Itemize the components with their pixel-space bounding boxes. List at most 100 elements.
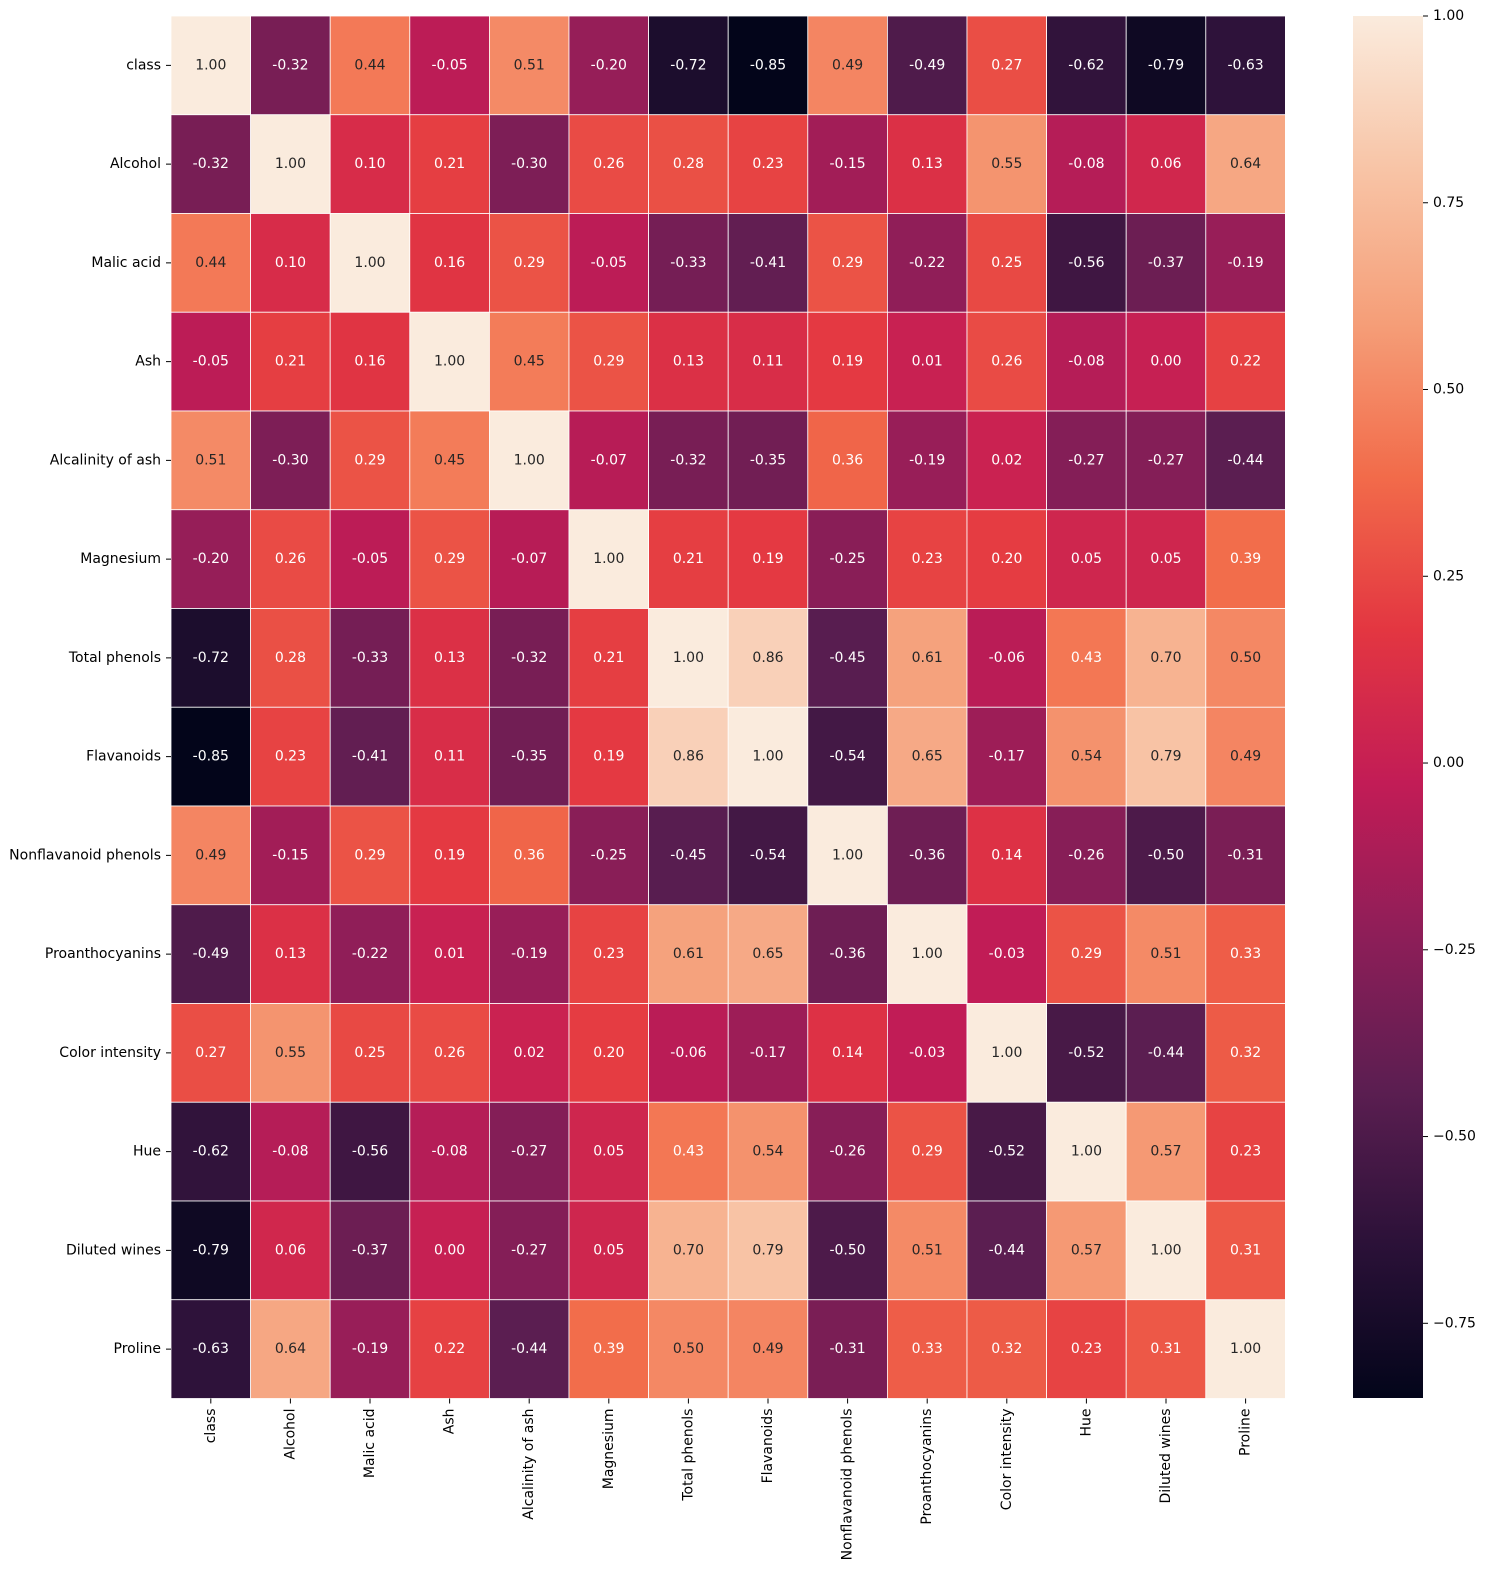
x-axis-ticks: class Alcohol Malic acid Ash Alcalinity of a… <box>203 1398 1254 1561</box>
heatmap-cell <box>727 1101 809 1202</box>
heatmap-cell <box>727 706 809 807</box>
heatmap-cell <box>568 15 649 116</box>
cell-value-label: -0.36 <box>829 946 865 962</box>
cell-value-label: 0.55 <box>991 156 1022 172</box>
x-tick-label: Nonflavanoid phenols <box>840 1409 856 1561</box>
heatmap-cell <box>1205 1299 1286 1399</box>
cell-value-label: 0.22 <box>1230 354 1261 370</box>
heatmap-cell <box>727 213 809 313</box>
cell-value-label: 1.00 <box>434 354 465 370</box>
heatmap-cell <box>648 311 729 412</box>
cell-value-label: -0.72 <box>670 57 706 73</box>
heatmap-cell <box>1205 410 1286 511</box>
heatmap-cell <box>648 1003 729 1103</box>
heatmap-cell <box>329 114 411 214</box>
y-tick-label: Proanthocyanins <box>45 946 161 962</box>
cell-value-label: -0.22 <box>352 946 388 962</box>
cell-value-label: -0.33 <box>670 255 706 271</box>
heatmap-cell <box>807 805 888 906</box>
heatmap-cell <box>1125 1200 1207 1301</box>
cell-value-label: 0.20 <box>991 551 1022 567</box>
heatmap-cell <box>807 114 888 214</box>
heatmap-cell <box>1125 509 1207 609</box>
heatmap-cell <box>1125 410 1207 511</box>
cell-value-label: -0.08 <box>272 1144 308 1160</box>
heatmap-cells <box>170 15 1286 1399</box>
heatmap-cell <box>1205 15 1286 116</box>
cell-value-label: -0.03 <box>989 946 1025 962</box>
cell-value-label: 0.79 <box>1150 749 1181 765</box>
cell-value-label: 0.28 <box>275 650 306 666</box>
cell-value-label: 1.00 <box>1230 1341 1261 1357</box>
heatmap-cell <box>887 1101 968 1202</box>
heatmap-cell <box>170 1299 251 1399</box>
heatmap-cell <box>170 114 251 214</box>
heatmap-cell <box>170 706 251 807</box>
cell-value-label: 1.00 <box>195 57 226 73</box>
cell-value-label: 0.10 <box>354 156 385 172</box>
y-axis-ticks: class Alcohol Malic acid Ash Alcalinity of a… <box>9 57 171 1357</box>
heatmap-cell <box>1046 1299 1127 1399</box>
cell-value-label: 0.23 <box>593 946 624 962</box>
heatmap-cell <box>1205 805 1286 906</box>
heatmap-cell <box>966 410 1047 511</box>
heatmap-cell <box>568 311 649 412</box>
cell-value-label: -0.08 <box>1068 156 1104 172</box>
heatmap-cell <box>250 805 331 906</box>
heatmap-cell <box>887 805 968 906</box>
heatmap-cell <box>648 1299 729 1399</box>
cell-value-label: 0.27 <box>991 57 1022 73</box>
heatmap-cell <box>568 904 649 1004</box>
heatmap-cell <box>1125 608 1207 708</box>
cell-value-label: -0.30 <box>511 156 547 172</box>
heatmap-cell <box>966 311 1047 412</box>
heatmap-cell <box>807 706 888 807</box>
heatmap-cell <box>409 1003 490 1103</box>
heatmap-cell <box>250 1101 331 1202</box>
cell-value-label: 0.64 <box>275 1341 306 1357</box>
cell-value-label: 0.06 <box>275 1242 306 1258</box>
heatmap-cell <box>966 608 1047 708</box>
cell-value-label: 0.00 <box>434 1242 465 1258</box>
x-tick-label: Flavanoids <box>760 1409 776 1484</box>
heatmap-cell <box>648 805 729 906</box>
heatmap-cell <box>887 410 968 511</box>
cell-value-label: 0.25 <box>991 255 1022 271</box>
cell-value-label: -0.52 <box>989 1144 1025 1160</box>
cell-value-label: -0.26 <box>1068 847 1104 863</box>
y-tick-label: Flavanoids <box>86 749 161 765</box>
cell-value-label: 0.65 <box>752 946 783 962</box>
cell-value-label: -0.49 <box>193 946 229 962</box>
cell-value-label: 0.45 <box>434 452 465 468</box>
cell-value-label: -0.05 <box>431 57 467 73</box>
heatmap-cell <box>568 1101 649 1202</box>
heatmap-cell <box>966 904 1047 1004</box>
cell-value-label: 0.31 <box>1150 1341 1181 1357</box>
heatmap-cell <box>887 1299 968 1399</box>
heatmap-cell <box>488 904 570 1004</box>
colorbar-tick-label: −0.25 <box>1433 942 1476 958</box>
cell-value-label: -0.17 <box>989 749 1025 765</box>
x-tick-label: Alcalinity of ash <box>521 1409 537 1520</box>
cell-value-label: -0.35 <box>750 452 786 468</box>
heatmap-cell <box>648 706 729 807</box>
cell-value-label: 0.29 <box>1071 946 1102 962</box>
x-tick-label: Color intensity <box>999 1409 1015 1511</box>
cell-value-label: -0.26 <box>829 1144 865 1160</box>
heatmap-cell <box>1125 904 1207 1004</box>
cell-value-label: -0.08 <box>1068 354 1104 370</box>
cell-value-label: 0.51 <box>514 57 545 73</box>
heatmap-cell <box>170 608 251 708</box>
cell-value-label: -0.08 <box>431 1144 467 1160</box>
cell-value-label: -0.54 <box>750 847 786 863</box>
heatmap-cell <box>409 311 490 412</box>
cell-value-label: -0.31 <box>1227 847 1263 863</box>
cell-value-label: 0.01 <box>912 354 943 370</box>
heatmap-cell <box>807 1003 888 1103</box>
cell-value-label: 0.19 <box>752 551 783 567</box>
cell-value-label: -0.25 <box>829 551 865 567</box>
heatmap-cell <box>488 509 570 609</box>
heatmap-cell <box>648 608 729 708</box>
heatmap-cell <box>329 15 411 116</box>
